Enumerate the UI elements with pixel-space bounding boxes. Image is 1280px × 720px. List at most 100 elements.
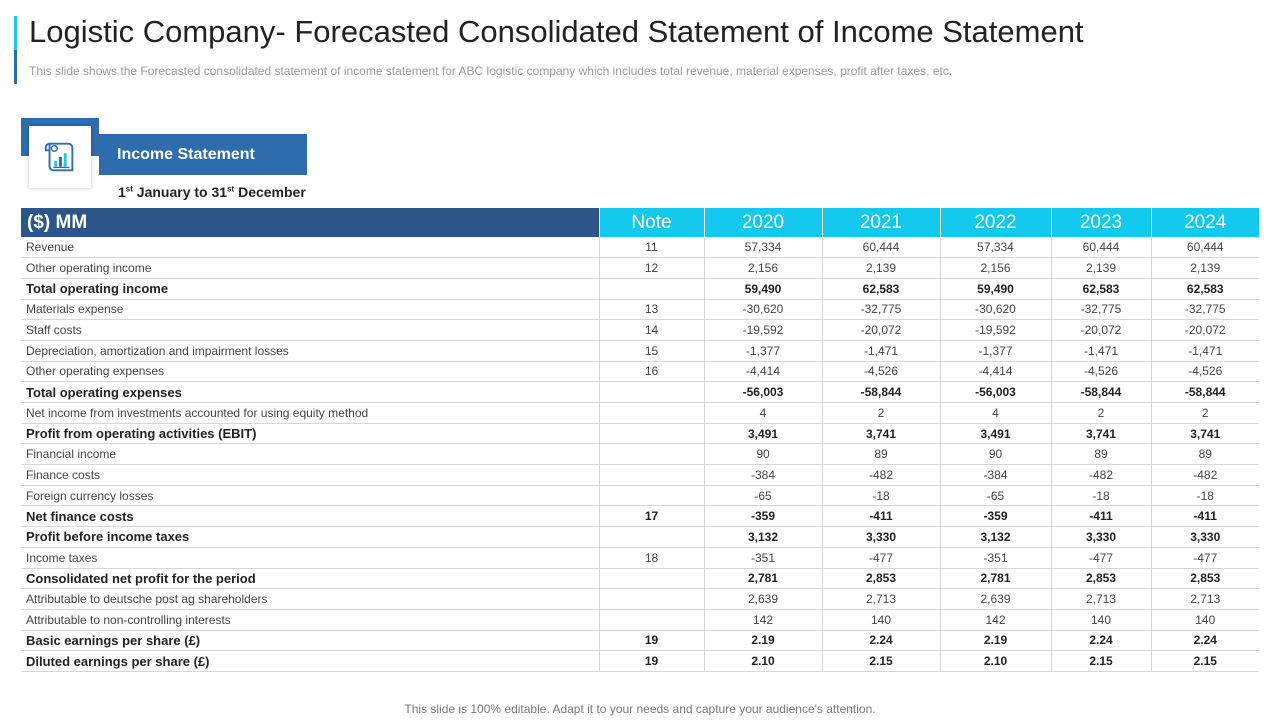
header-2022: 2022	[940, 208, 1052, 237]
header-2021: 2021	[822, 208, 941, 237]
row-value: 2,139	[1051, 257, 1152, 279]
header-2023: 2023	[1051, 208, 1152, 237]
row-label: Revenue	[21, 237, 600, 259]
row-value: -58,844	[1051, 381, 1152, 403]
section-label: Income Statement	[99, 134, 307, 175]
table-row: Total operating income 59,490 62,583 59,490…	[21, 278, 1259, 300]
row-value: 90	[940, 443, 1052, 466]
row-label: Staff costs	[21, 319, 600, 341]
row-value: 2,139	[822, 257, 941, 279]
table-row: Net income from investments accounted fo…	[21, 402, 1259, 424]
row-value: 57,334	[940, 237, 1052, 259]
row-value: -58,844	[822, 381, 941, 403]
row-value: -4,526	[1151, 361, 1259, 383]
row-value: 60,444	[1151, 237, 1259, 259]
row-value: -32,775	[822, 299, 941, 321]
table-row: Net finance costs 17 -359 -411 -359 -411 -411	[21, 505, 1259, 528]
row-value: 2.15	[1151, 650, 1259, 672]
row-value: -359	[704, 505, 823, 528]
row-note	[599, 568, 705, 590]
row-label: Attributable to deutsche post ag shareho…	[21, 588, 600, 610]
row-value: -19,592	[940, 319, 1052, 341]
table-row: Foreign currency losses -65 -18 -65 -18 -18	[21, 485, 1259, 507]
table-row: Consolidated net profit for the period 2,…	[21, 568, 1259, 590]
row-value: -20,072	[1151, 319, 1259, 341]
table-row: Staff costs 14 -19,592 -20,072 -19,592 -20,07…	[21, 319, 1259, 341]
row-value: 2.10	[704, 650, 823, 672]
table-row: Other operating income 12 2,156 2,139 2,156 2…	[21, 257, 1259, 279]
row-value: -351	[704, 547, 823, 569]
row-label: Foreign currency losses	[21, 485, 600, 507]
row-note: 12	[599, 257, 705, 279]
row-label: Other operating expenses	[21, 361, 600, 383]
row-value: 2,639	[704, 588, 823, 610]
table-row: Financial income 90 89 90 89 89	[21, 443, 1259, 466]
row-value: 90	[704, 443, 823, 466]
row-value: 140	[822, 609, 941, 631]
row-label: Finance costs	[21, 464, 600, 486]
row-value: 2,853	[1051, 568, 1152, 590]
row-value: 62,583	[822, 278, 941, 300]
table-row: Total operating expenses -56,003 -58,844 -5…	[21, 381, 1259, 403]
row-note: 13	[599, 299, 705, 321]
row-value: 4	[940, 402, 1052, 424]
row-value: -1,377	[940, 340, 1052, 362]
row-note: 16	[599, 361, 705, 383]
row-value: 2.24	[822, 630, 941, 652]
row-value: 62,583	[1151, 278, 1259, 300]
row-value: -32,775	[1051, 299, 1152, 321]
row-value: 2,139	[1151, 257, 1259, 279]
row-value: 2,639	[940, 588, 1052, 610]
row-value: -20,072	[822, 319, 941, 341]
row-value: 3,741	[1051, 423, 1152, 445]
row-value: -58,844	[1151, 381, 1259, 403]
table-row: Attributable to non-controlling interest…	[21, 609, 1259, 631]
table-row: Diluted earnings per share (£) 19 2.10 2.15…	[21, 650, 1259, 672]
row-note: 19	[599, 650, 705, 672]
row-value: 3,491	[940, 423, 1052, 445]
row-value: -411	[1051, 505, 1152, 528]
row-value: -65	[940, 485, 1052, 507]
table-row: Other operating expenses 16 -4,414 -4,526 -4…	[21, 361, 1259, 383]
row-value: -477	[1151, 547, 1259, 569]
row-value: -30,620	[940, 299, 1052, 321]
row-value: 3,132	[940, 526, 1052, 548]
page-title: Logistic Company- Forecasted Consolidate…	[29, 14, 1084, 49]
page-subtitle: This slide shows the Forecasted consolid…	[29, 64, 953, 78]
row-value: -411	[1151, 505, 1259, 528]
row-value: 89	[1051, 443, 1152, 466]
row-value: 89	[822, 443, 941, 466]
row-note	[599, 381, 705, 403]
row-label: Net finance costs	[21, 505, 600, 528]
row-value: -56,003	[704, 381, 823, 403]
row-label: Financial income	[21, 443, 600, 466]
row-note: 15	[599, 340, 705, 362]
row-value: 2,781	[704, 568, 823, 590]
row-value: 2.19	[704, 630, 823, 652]
row-label: Diluted earnings per share (£)	[21, 650, 600, 672]
row-value: 3,330	[822, 526, 941, 548]
row-label: Attributable to non-controlling interest…	[21, 609, 600, 631]
row-note: 18	[599, 547, 705, 569]
row-label: Profit from operating activities (EBIT)	[21, 423, 600, 445]
row-note	[599, 526, 705, 548]
row-label: Other operating income	[21, 257, 600, 279]
row-value: -477	[1051, 547, 1152, 569]
row-value: -4,414	[704, 361, 823, 383]
row-value: 57,334	[704, 237, 823, 259]
row-value: 59,490	[704, 278, 823, 300]
row-note	[599, 464, 705, 486]
row-note	[599, 485, 705, 507]
row-value: -1,471	[1151, 340, 1259, 362]
row-note	[599, 588, 705, 610]
row-label: Consolidated net profit for the period	[21, 568, 600, 590]
row-value: -65	[704, 485, 823, 507]
table-row: Depreciation, amortization and impairmen…	[21, 340, 1259, 362]
row-value: 62,583	[1051, 278, 1152, 300]
row-value: 2,853	[822, 568, 941, 590]
table-row: Profit from operating activities (EBIT) 3…	[21, 423, 1259, 445]
row-value: -18	[1151, 485, 1259, 507]
row-note	[599, 402, 705, 424]
row-note: 17	[599, 505, 705, 528]
row-value: -30,620	[704, 299, 823, 321]
